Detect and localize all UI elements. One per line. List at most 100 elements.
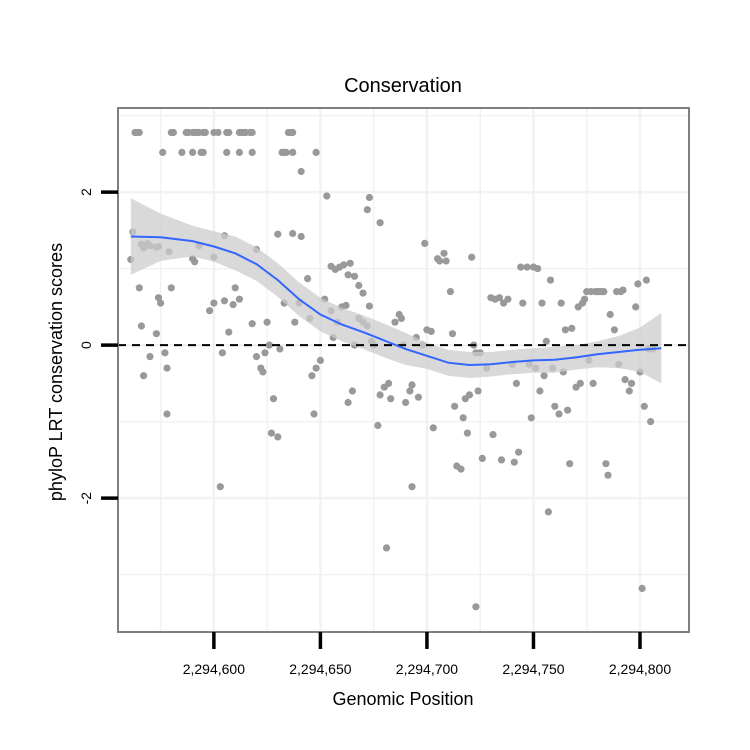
data-point xyxy=(504,295,512,303)
data-point xyxy=(163,410,171,418)
data-point xyxy=(451,402,459,410)
y-tick-label: 2 xyxy=(78,188,94,196)
data-point xyxy=(517,263,525,271)
data-point xyxy=(536,387,544,395)
plot-panel xyxy=(117,107,690,633)
data-point xyxy=(427,327,435,335)
data-point xyxy=(216,483,224,491)
data-point xyxy=(468,253,476,261)
data-point xyxy=(414,393,422,401)
data-point xyxy=(374,421,382,430)
data-point xyxy=(214,128,222,137)
data-point xyxy=(178,148,186,156)
data-point xyxy=(515,448,523,456)
chart-title: Conservation xyxy=(344,75,462,97)
confidence-ribbon xyxy=(130,198,662,384)
data-point xyxy=(340,261,348,269)
data-point xyxy=(289,128,297,137)
data-point xyxy=(344,398,352,407)
data-point xyxy=(189,148,197,156)
data-point xyxy=(638,584,646,593)
data-point xyxy=(304,275,312,283)
smooth-line xyxy=(130,235,662,367)
data-point xyxy=(619,286,627,294)
data-point xyxy=(231,284,239,292)
data-point xyxy=(387,395,395,403)
data-point xyxy=(359,289,367,297)
data-point xyxy=(235,148,243,156)
data-point xyxy=(459,414,467,422)
data-point xyxy=(220,297,229,305)
data-point xyxy=(289,229,297,238)
data-point xyxy=(406,387,414,395)
data-point xyxy=(350,272,359,280)
data-point xyxy=(316,356,324,364)
data-point xyxy=(154,294,163,302)
data-point xyxy=(235,295,243,303)
data-point xyxy=(365,302,373,310)
data-point xyxy=(555,410,563,418)
data-point xyxy=(408,483,416,491)
data-point xyxy=(252,353,261,361)
data-point xyxy=(421,239,429,247)
data-point xyxy=(223,148,231,156)
x-axis: 2,294,600 2,294,650 2,294,700 2,294,750 2,29… xyxy=(183,632,671,677)
data-point xyxy=(291,318,299,326)
data-point xyxy=(606,310,614,319)
data-point xyxy=(402,398,410,407)
data-point xyxy=(265,341,273,349)
data-point xyxy=(527,414,535,422)
x-tick-label: 2,294,750 xyxy=(502,661,564,677)
data-point xyxy=(146,353,154,361)
y-axis-label: phyloP LRT conservation scores xyxy=(46,243,66,501)
data-point xyxy=(201,128,209,137)
data-point xyxy=(602,460,610,468)
data-point xyxy=(544,508,553,516)
data-point xyxy=(557,299,565,307)
data-point xyxy=(199,148,207,156)
data-point xyxy=(276,345,284,353)
x-tick-label: 2,294,700 xyxy=(396,661,458,677)
data-point xyxy=(169,128,177,137)
data-point xyxy=(308,372,316,380)
data-point xyxy=(385,379,393,387)
x-tick-label: 2,294,800 xyxy=(609,661,671,677)
y-axis: -2 0 2 xyxy=(78,188,118,504)
x-axis-label: Genomic Position xyxy=(332,689,473,709)
data-point xyxy=(538,299,546,307)
data-point xyxy=(346,259,354,267)
data-point xyxy=(627,379,636,387)
data-point xyxy=(191,258,199,266)
data-point xyxy=(267,429,275,437)
data-point xyxy=(135,128,143,137)
data-point xyxy=(632,303,640,311)
data-point xyxy=(348,387,356,395)
data-point xyxy=(225,328,233,336)
data-point xyxy=(440,249,448,257)
data-point xyxy=(206,307,214,315)
data-point xyxy=(442,257,450,265)
data-point xyxy=(382,544,391,552)
data-point xyxy=(436,257,444,265)
data-point xyxy=(600,288,608,296)
data-point xyxy=(152,330,160,338)
data-point xyxy=(135,284,143,292)
data-point xyxy=(225,128,233,137)
data-point xyxy=(610,326,619,334)
x-tick-label: 2,294,650 xyxy=(289,661,351,677)
data-point xyxy=(564,406,572,414)
data-point xyxy=(625,387,633,395)
data-point xyxy=(640,402,648,410)
data-point xyxy=(551,402,559,410)
data-point xyxy=(568,324,576,332)
data-point xyxy=(429,424,437,432)
data-point xyxy=(472,603,480,611)
data-point xyxy=(269,395,278,403)
data-point xyxy=(604,471,612,479)
data-point xyxy=(376,219,384,227)
data-point xyxy=(495,294,503,302)
data-point xyxy=(248,148,256,156)
data-point xyxy=(163,364,171,372)
data-point xyxy=(448,330,457,338)
